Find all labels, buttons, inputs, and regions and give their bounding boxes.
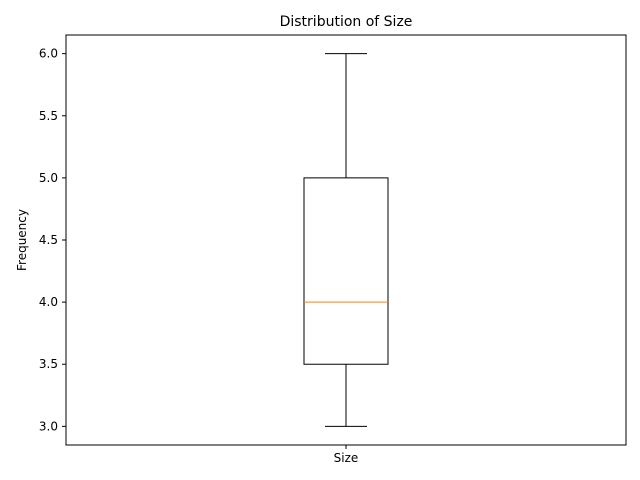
y-tick-label: 6.0 — [39, 47, 58, 61]
box-plots — [303, 53, 389, 427]
y-tick-label: 5.5 — [39, 109, 58, 123]
x-axis: Size — [334, 445, 359, 465]
box-iqr — [303, 177, 389, 365]
y-axis: 3.0 3.5 4.0 4.5 5.0 5.5 6.0 — [39, 47, 66, 433]
x-tick-label: Size — [334, 451, 359, 465]
y-tick-label: 4.0 — [39, 295, 58, 309]
y-axis-label: Frequency — [15, 209, 29, 271]
y-tick-label: 5.0 — [39, 171, 58, 185]
y-tick-label: 4.5 — [39, 233, 58, 247]
y-tick-label: 3.5 — [39, 357, 58, 371]
y-tick-label: 3.0 — [39, 419, 58, 433]
chart-title: Distribution of Size — [280, 14, 413, 30]
